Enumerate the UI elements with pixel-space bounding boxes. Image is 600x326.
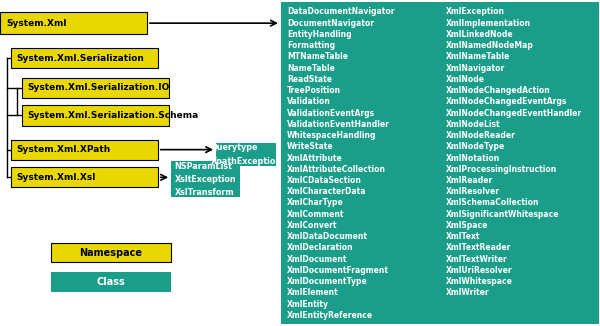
Text: XmlWriter: XmlWriter [446,289,490,297]
Bar [11,167,158,187]
Bar [51,272,171,292]
Text: DataDocumentNavigator: DataDocumentNavigator [287,7,394,17]
Bar [11,48,158,68]
Text: WriteState: WriteState [287,142,334,151]
Text: ValidationEventArgs: ValidationEventArgs [287,109,375,118]
Text: XmlEntityReference: XmlEntityReference [287,311,373,320]
Text: System.Xml.Serialization.Schema: System.Xml.Serialization.Schema [28,111,199,120]
Text: XmlDocumentFragment: XmlDocumentFragment [287,266,389,275]
Text: ValidationEventHandler: ValidationEventHandler [287,120,389,129]
Text: NSParamList
XsltException
XslTransform: NSParamList XsltException XslTransform [175,162,236,197]
Text: XmlElement: XmlElement [287,289,338,297]
Bar [22,105,169,126]
Text: Namespace: Namespace [79,248,143,258]
Text: WhitespaceHandling: WhitespaceHandling [287,131,376,140]
Text: Class: Class [97,277,125,287]
Text: System.Xml.Xsl: System.Xml.Xsl [17,173,96,182]
Text: XmlSignificantWhitespace: XmlSignificantWhitespace [446,210,559,219]
Text: XmlReader: XmlReader [446,176,493,185]
Text: XmlNodeType: XmlNodeType [446,142,505,151]
Text: XmlCharacterData: XmlCharacterData [287,187,366,196]
Text: XmlCharType: XmlCharType [287,199,344,208]
Text: XmlTextWriter: XmlTextWriter [446,255,508,264]
Text: XmlAttributeCollection: XmlAttributeCollection [287,165,386,174]
Text: XmlDocument: XmlDocument [287,255,347,264]
Text: XmlConvert: XmlConvert [287,221,337,230]
Text: XmlDeclaration: XmlDeclaration [287,244,353,252]
Bar [171,161,240,197]
Text: XmlNode: XmlNode [446,75,485,84]
Text: XmlSchemaCollection: XmlSchemaCollection [446,199,539,208]
Text: Formatting: Formatting [287,41,335,50]
Text: DocumentNavigator: DocumentNavigator [287,19,374,28]
Text: XmlNodeChangedAction: XmlNodeChangedAction [446,86,551,95]
Text: XmlNodeReader: XmlNodeReader [446,131,515,140]
Text: XmlNotation: XmlNotation [446,154,500,163]
Bar [281,2,599,324]
Text: XmlNodeChangedEventArgs: XmlNodeChangedEventArgs [446,97,567,106]
Text: System.Xml.Serialization: System.Xml.Serialization [17,54,145,63]
Text: Validation: Validation [287,97,331,106]
Text: NameTable: NameTable [287,64,335,73]
Bar [22,78,169,98]
Bar [51,243,171,262]
Text: XmlComment: XmlComment [287,210,344,219]
Text: XmlSpace: XmlSpace [446,221,488,230]
Text: XmlNamedNodeMap: XmlNamedNodeMap [446,41,533,50]
Text: XmlEntity: XmlEntity [287,300,329,309]
Text: XmlWhitespace: XmlWhitespace [446,277,512,286]
Bar [216,143,276,166]
Text: EntityHandling: EntityHandling [287,30,352,39]
Text: System.Xml: System.Xml [6,19,67,28]
Text: XmlNodeList: XmlNodeList [446,120,500,129]
Text: MTNameTable: MTNameTable [287,52,348,61]
Text: XmlAttribute: XmlAttribute [287,154,343,163]
Text: XmlTextReader: XmlTextReader [446,244,511,252]
Text: XmlException: XmlException [446,7,505,17]
Text: Querytype
XpathException: Querytype XpathException [211,143,281,166]
Text: XmlImplementation: XmlImplementation [446,19,531,28]
Text: XmlNavigator: XmlNavigator [446,64,505,73]
Text: XmlDataDocument: XmlDataDocument [287,232,368,241]
Text: System.Xml.Serialization.IO: System.Xml.Serialization.IO [28,83,170,92]
Text: XmlNameTable: XmlNameTable [446,52,510,61]
Text: XmlDocumentType: XmlDocumentType [287,277,368,286]
Text: XmlProcessingInstruction: XmlProcessingInstruction [446,165,557,174]
Text: TreePosition: TreePosition [287,86,341,95]
Text: XmlNodeChangedEventHandler: XmlNodeChangedEventHandler [446,109,582,118]
Bar [11,140,158,160]
Text: XmlLinkedNode: XmlLinkedNode [446,30,514,39]
Text: System.Xml.XPath: System.Xml.XPath [17,145,111,154]
Text: ReadState: ReadState [287,75,332,84]
Text: XmlResolver: XmlResolver [446,187,500,196]
Bar [0,12,147,34]
Text: XmlCDataSection: XmlCDataSection [287,176,362,185]
Text: XmlUriResolver: XmlUriResolver [446,266,512,275]
Text: XmlText: XmlText [446,232,481,241]
